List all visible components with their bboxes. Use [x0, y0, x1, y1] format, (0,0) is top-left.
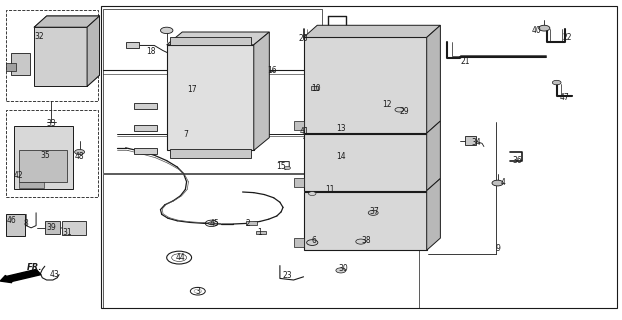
- Text: 23: 23: [282, 271, 292, 280]
- Bar: [134, 125, 157, 131]
- Bar: [256, 231, 266, 234]
- Text: 31: 31: [62, 228, 72, 237]
- Bar: [34, 27, 87, 86]
- Polygon shape: [254, 32, 269, 150]
- Bar: [101, 6, 617, 308]
- Text: 30: 30: [338, 264, 348, 273]
- Text: 45: 45: [210, 219, 220, 228]
- Polygon shape: [304, 25, 440, 37]
- Text: 12: 12: [382, 100, 392, 109]
- Circle shape: [75, 149, 85, 155]
- Bar: [45, 221, 60, 234]
- Polygon shape: [87, 16, 100, 86]
- Circle shape: [539, 25, 550, 31]
- Text: 43: 43: [50, 270, 60, 279]
- Text: 28: 28: [299, 34, 309, 43]
- Bar: [19, 150, 67, 182]
- Bar: [304, 192, 427, 250]
- Polygon shape: [427, 25, 440, 133]
- Circle shape: [336, 268, 346, 273]
- Text: 34: 34: [471, 138, 481, 147]
- Circle shape: [395, 108, 404, 112]
- Bar: [134, 148, 157, 154]
- Bar: [6, 214, 25, 236]
- Text: 18: 18: [146, 47, 156, 56]
- Text: 44: 44: [175, 253, 185, 262]
- Bar: [19, 182, 44, 188]
- Bar: [6, 63, 16, 71]
- Text: 21: 21: [460, 57, 470, 66]
- Text: 48: 48: [75, 152, 85, 161]
- Bar: [62, 221, 86, 235]
- Circle shape: [356, 239, 366, 244]
- Circle shape: [552, 80, 561, 85]
- Text: 33: 33: [46, 119, 56, 128]
- Circle shape: [284, 166, 290, 170]
- Text: 7: 7: [183, 130, 188, 139]
- Polygon shape: [427, 121, 440, 191]
- Bar: [134, 103, 157, 109]
- Circle shape: [368, 210, 378, 215]
- Text: 2: 2: [245, 219, 250, 228]
- Bar: [304, 37, 427, 133]
- Text: 8: 8: [24, 220, 29, 228]
- Text: 32: 32: [34, 32, 44, 41]
- Circle shape: [160, 27, 173, 34]
- Text: 11: 11: [325, 185, 335, 194]
- Polygon shape: [167, 32, 269, 45]
- Text: 1: 1: [258, 228, 262, 237]
- Text: 4: 4: [500, 178, 505, 187]
- Circle shape: [208, 222, 215, 225]
- Bar: [103, 174, 419, 308]
- Bar: [11, 53, 30, 75]
- Text: 15: 15: [276, 162, 286, 171]
- Polygon shape: [34, 16, 100, 27]
- Text: 46: 46: [6, 216, 16, 225]
- Bar: [294, 121, 304, 130]
- Bar: [294, 238, 304, 247]
- Text: 36: 36: [513, 156, 522, 165]
- Text: 14: 14: [336, 152, 346, 161]
- Bar: [311, 86, 318, 90]
- Text: 3: 3: [195, 287, 200, 296]
- Bar: [465, 136, 476, 145]
- Text: 39: 39: [46, 223, 56, 232]
- Bar: [6, 10, 98, 101]
- Text: 16: 16: [267, 66, 277, 75]
- Text: 37: 37: [369, 207, 379, 216]
- Text: 22: 22: [562, 33, 572, 42]
- Circle shape: [492, 180, 503, 186]
- Bar: [126, 42, 139, 48]
- Bar: [167, 45, 254, 150]
- Circle shape: [307, 240, 318, 245]
- Text: 41: 41: [300, 127, 310, 136]
- Bar: [103, 9, 322, 173]
- Text: 9: 9: [495, 244, 500, 253]
- Text: 17: 17: [187, 85, 197, 94]
- Bar: [6, 110, 98, 197]
- Text: 6: 6: [312, 236, 317, 245]
- Bar: [170, 149, 251, 158]
- Text: 42: 42: [14, 172, 24, 180]
- Text: 40: 40: [531, 26, 541, 35]
- Text: 38: 38: [361, 236, 371, 245]
- Text: 10: 10: [311, 84, 321, 93]
- Bar: [170, 37, 251, 45]
- FancyArrow shape: [0, 269, 41, 283]
- Text: 13: 13: [336, 124, 346, 133]
- Bar: [294, 179, 304, 188]
- Bar: [246, 221, 257, 225]
- Text: 29: 29: [399, 108, 409, 116]
- Circle shape: [309, 192, 316, 196]
- Text: FR.: FR.: [27, 263, 42, 272]
- Bar: [304, 134, 427, 191]
- Text: 47: 47: [560, 93, 570, 102]
- Text: 35: 35: [40, 151, 50, 160]
- Bar: [14, 126, 73, 189]
- Polygon shape: [427, 179, 440, 250]
